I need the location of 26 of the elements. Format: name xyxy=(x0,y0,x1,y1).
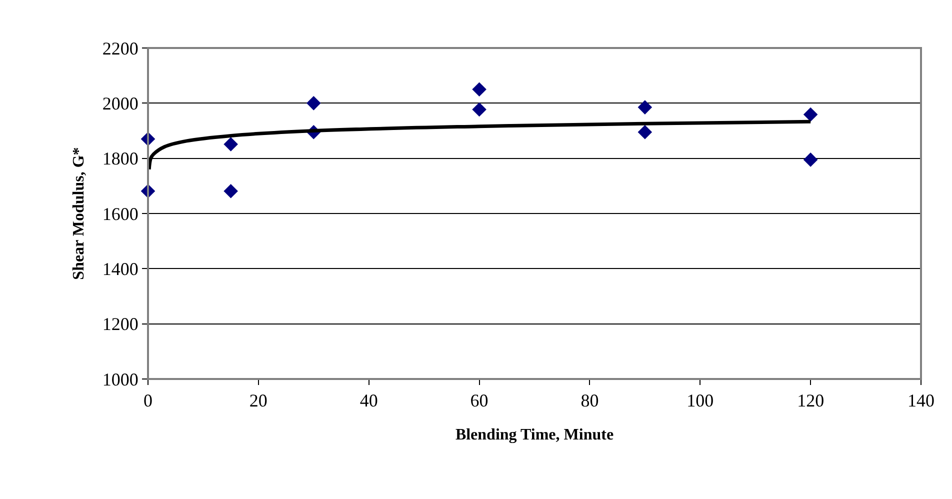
x-tick-label: 80 xyxy=(580,390,599,411)
x-tick-label: 20 xyxy=(249,390,268,411)
x-tick-label: 40 xyxy=(360,390,378,411)
y-tick-label: 1000 xyxy=(102,369,138,390)
point xyxy=(224,137,238,152)
point xyxy=(638,124,652,140)
y-tick-label: 2000 xyxy=(102,93,138,114)
point xyxy=(472,82,486,97)
point xyxy=(638,100,652,114)
x-tick-label: 0 xyxy=(144,390,152,411)
x-tick-label: 60 xyxy=(470,390,488,411)
y-tick-label: 1800 xyxy=(102,148,138,169)
y-tick-label: 1600 xyxy=(102,204,138,224)
x-tick-label: 140 xyxy=(908,390,934,411)
point xyxy=(224,184,238,198)
point xyxy=(803,107,818,122)
y-tick-label: 1200 xyxy=(102,314,138,334)
y-tick-label: 1400 xyxy=(102,258,138,279)
x-axis-title: Blending Time, Minute xyxy=(455,426,614,444)
point xyxy=(306,96,321,110)
x-tick-label: 120 xyxy=(797,390,824,411)
y-axis-title: Shear Modulus, G* xyxy=(70,147,88,280)
point xyxy=(803,152,818,167)
y-tick-label: 2200 xyxy=(102,38,138,58)
point xyxy=(472,102,486,117)
x-tick-label: 100 xyxy=(686,390,714,411)
